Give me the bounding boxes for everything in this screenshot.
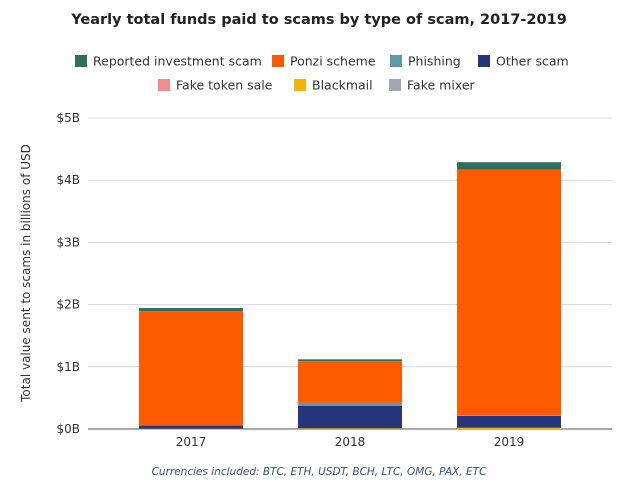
y-tick-label: $4B — [56, 173, 80, 187]
bar-reported-investment-scam-2019 — [457, 162, 561, 170]
legend-swatch-blackmail — [294, 79, 306, 91]
y-tick-label: $3B — [56, 235, 80, 249]
legend-swatch-ponzi-scheme — [272, 55, 284, 67]
y-tick-label: $2B — [56, 298, 80, 312]
x-tick-label: 2018 — [335, 435, 366, 449]
bar-blackmail-2019 — [457, 427, 561, 429]
legend-swatch-fake-mixer — [389, 79, 401, 91]
bar-phishing-2019 — [457, 415, 561, 416]
bar-phishing-2017 — [139, 424, 243, 426]
y-tick-label: $5B — [56, 111, 80, 125]
bar-ponzi-scheme-2017 — [139, 311, 243, 425]
x-axis: 2017 2018 2019 — [176, 435, 525, 449]
bar-reported-investment-scam-2017 — [139, 308, 243, 312]
bar-other-scam-2019 — [457, 415, 561, 428]
legend-swatch-fake-token-sale — [158, 79, 170, 91]
footnote: Currencies included: BTC, ETH, USDT, BCH… — [152, 466, 488, 478]
bar-ponzi-scheme-2019 — [457, 169, 561, 416]
bar-blackmail-2017 — [139, 428, 243, 430]
bar-ponzi-scheme-2018 — [298, 361, 402, 403]
legend-item-fake-mixer: Fake mixer — [407, 78, 476, 93]
chart-title: Yearly total funds paid to scams by type… — [70, 12, 567, 28]
legend: Reported investment scam Ponzi scheme Phis… — [75, 54, 569, 93]
legend-swatch-phishing — [390, 55, 402, 67]
legend-item-phishing: Phishing — [408, 54, 461, 69]
legend-item-ponzi-scheme: Ponzi scheme — [290, 54, 376, 69]
legend-item-reported-investment-scam: Reported investment scam — [93, 54, 262, 69]
legend-swatch-reported-investment-scam — [75, 55, 87, 67]
bar-phishing-2018 — [298, 402, 402, 406]
legend-item-blackmail: Blackmail — [312, 78, 373, 93]
y-axis-label: Total value sent to scams in billions of… — [19, 144, 33, 403]
y-axis: $0B $1B $2B $3B $4B $5B — [56, 111, 80, 436]
legend-item-fake-token-sale: Fake token sale — [176, 78, 273, 93]
y-tick-label: $0B — [56, 422, 80, 436]
bar-reported-investment-scam-2018 — [298, 359, 402, 362]
x-tick-label: 2017 — [176, 435, 207, 449]
x-tick-label: 2019 — [494, 435, 525, 449]
bars — [139, 162, 561, 430]
bar-other-scam-2017 — [139, 425, 243, 429]
bar-other-scam-2018 — [298, 405, 402, 429]
y-tick-label: $1B — [56, 360, 80, 374]
legend-swatch-other-scam — [478, 55, 490, 67]
bar-blackmail-2018 — [298, 428, 402, 429]
legend-item-other-scam: Other scam — [496, 54, 569, 69]
